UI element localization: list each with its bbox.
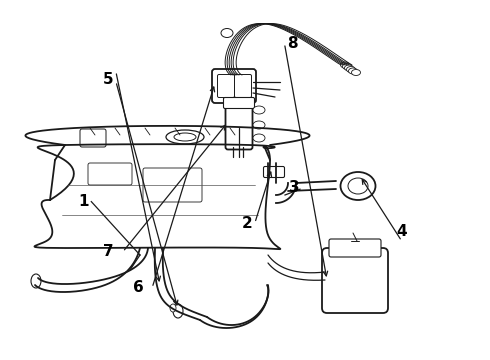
FancyBboxPatch shape	[329, 239, 381, 257]
FancyBboxPatch shape	[212, 69, 256, 103]
Text: 1: 1	[78, 194, 89, 209]
Text: 8: 8	[287, 36, 298, 51]
FancyBboxPatch shape	[80, 129, 106, 147]
FancyBboxPatch shape	[223, 98, 254, 108]
Text: 6: 6	[133, 280, 144, 296]
Ellipse shape	[351, 69, 361, 76]
Ellipse shape	[341, 172, 375, 200]
Text: 4: 4	[396, 224, 407, 239]
FancyBboxPatch shape	[225, 103, 252, 149]
Text: 7: 7	[103, 244, 114, 260]
Text: 5: 5	[102, 72, 113, 87]
Ellipse shape	[170, 304, 176, 312]
FancyBboxPatch shape	[218, 75, 235, 98]
Text: 3: 3	[289, 180, 299, 195]
Ellipse shape	[173, 304, 183, 318]
Ellipse shape	[31, 274, 41, 288]
FancyBboxPatch shape	[235, 75, 251, 98]
Ellipse shape	[221, 28, 233, 37]
Ellipse shape	[348, 68, 358, 74]
Ellipse shape	[253, 121, 265, 129]
Ellipse shape	[344, 65, 353, 71]
Ellipse shape	[348, 178, 368, 194]
FancyBboxPatch shape	[88, 163, 132, 185]
Ellipse shape	[166, 130, 204, 144]
Ellipse shape	[253, 106, 265, 114]
Ellipse shape	[174, 133, 196, 141]
Ellipse shape	[346, 67, 356, 72]
FancyBboxPatch shape	[264, 166, 285, 177]
Ellipse shape	[341, 62, 349, 68]
FancyBboxPatch shape	[322, 248, 388, 313]
Ellipse shape	[343, 63, 351, 69]
Ellipse shape	[253, 134, 265, 142]
Text: 2: 2	[242, 216, 252, 231]
FancyBboxPatch shape	[143, 168, 202, 202]
